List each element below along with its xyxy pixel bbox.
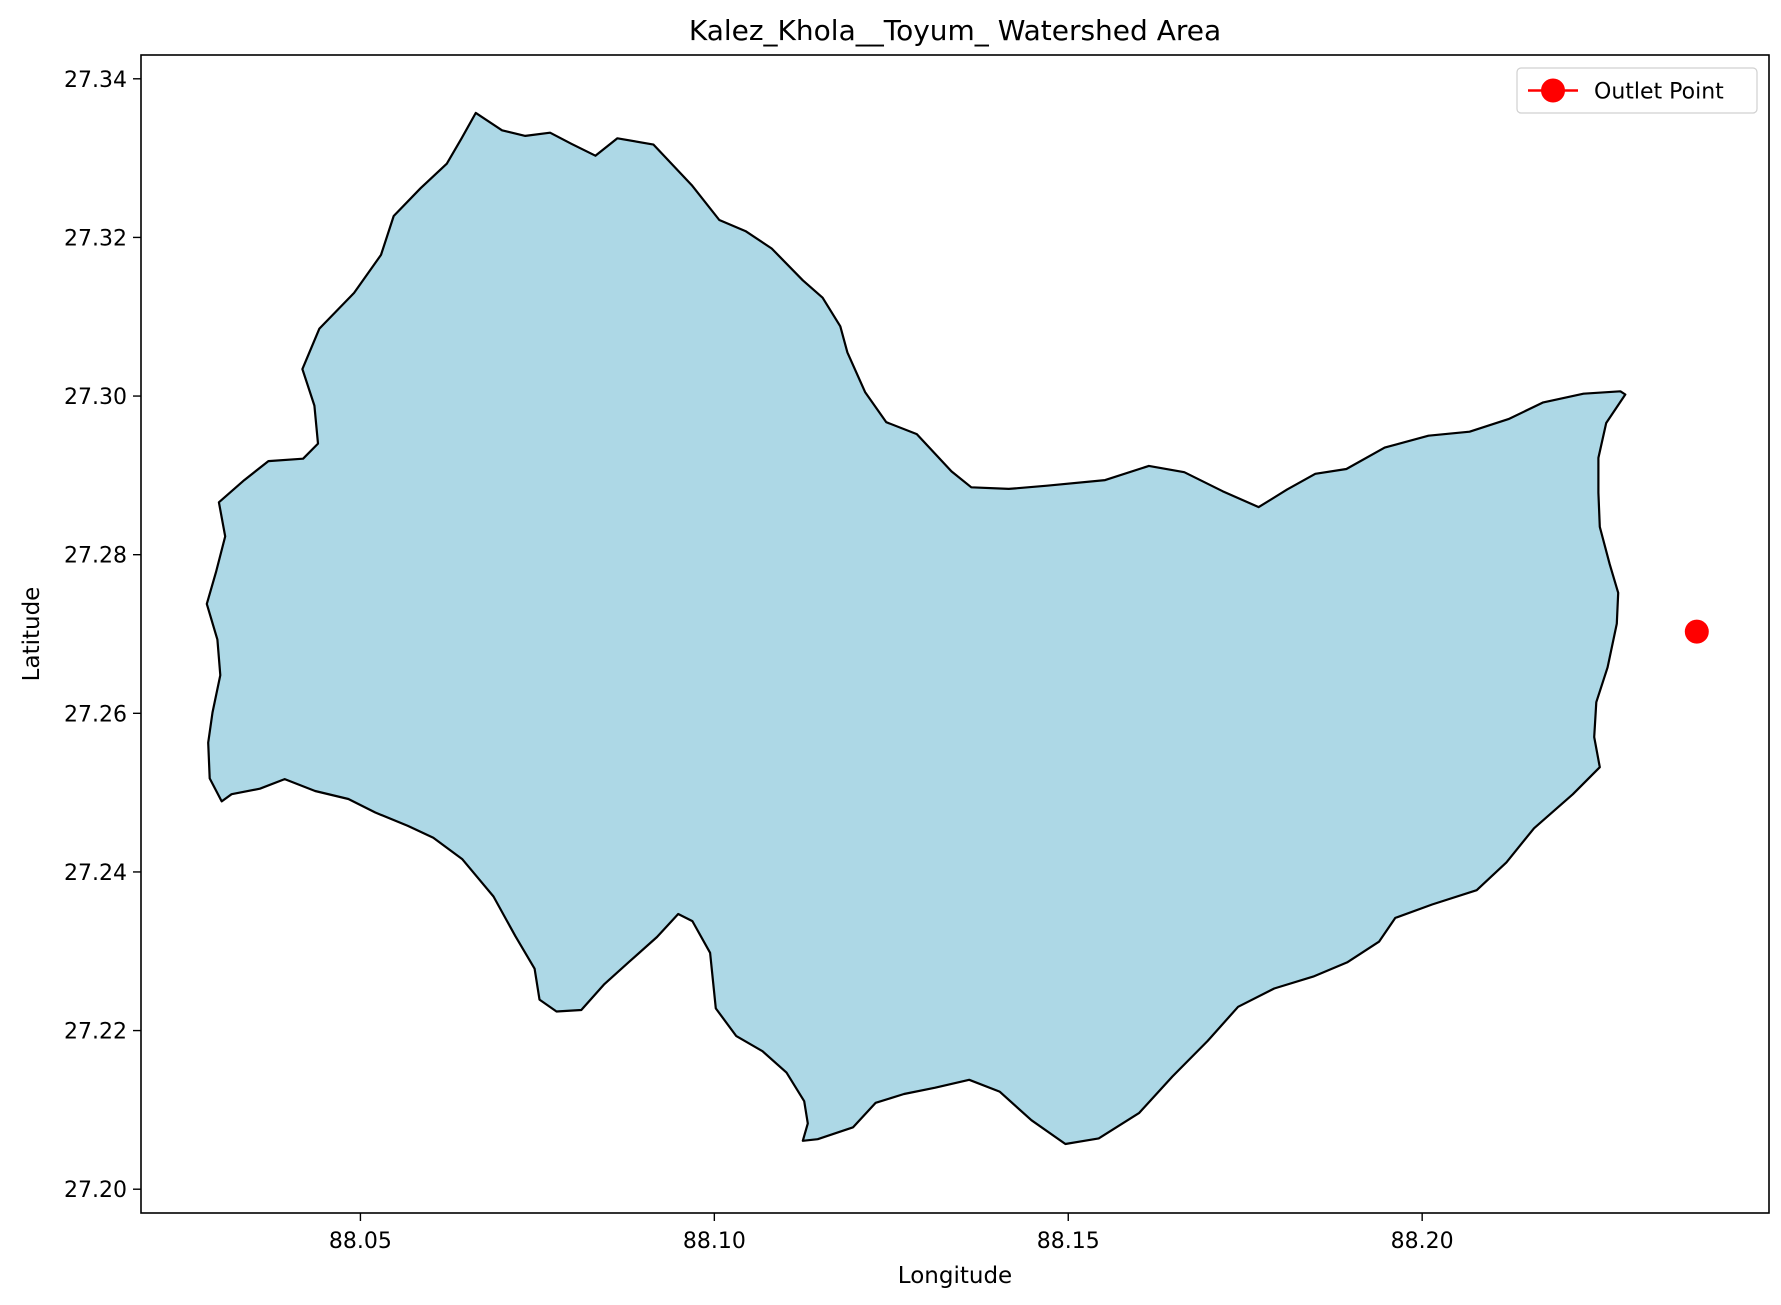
y-tick-label: 27.20 (64, 1178, 127, 1203)
y-tick-label: 27.30 (64, 385, 127, 410)
legend-box (1516, 67, 1758, 114)
watershed-polygon (205, 111, 1627, 1146)
x-axis-label: Longitude (898, 1263, 1012, 1289)
y-tick-label: 27.26 (64, 702, 127, 727)
y-tick-label: 27.24 (64, 861, 127, 886)
y-tick-label: 27.32 (64, 226, 127, 251)
legend-swatch-marker (1541, 78, 1565, 103)
x-tick-label: 88.05 (329, 1229, 392, 1254)
chart-title: Kalez_Khola__Toyum_ Watershed Area (689, 14, 1221, 47)
x-tick-label: 88.20 (1391, 1229, 1454, 1254)
plot-area (205, 111, 1709, 1146)
axes-frame (140, 54, 1770, 1214)
y-axis-label: Latitude (19, 587, 45, 682)
y-tick-label: 27.28 (64, 544, 127, 569)
y-axis: 27.20 27.22 27.24 27.26 27.28 27.30 27.32 27.34 (64, 68, 141, 1203)
legend-entry-outlet-point: Outlet Point (1594, 80, 1724, 105)
x-tick-label: 88.10 (683, 1229, 746, 1254)
y-tick-label: 27.34 (64, 68, 127, 93)
legend: Outlet Point (1516, 67, 1758, 114)
outlet-point-marker (1684, 619, 1709, 644)
y-tick-label: 27.22 (64, 1020, 127, 1045)
x-axis: 88.05 88.10 88.15 88.20 (329, 1213, 1454, 1254)
x-tick-label: 88.15 (1037, 1229, 1100, 1254)
